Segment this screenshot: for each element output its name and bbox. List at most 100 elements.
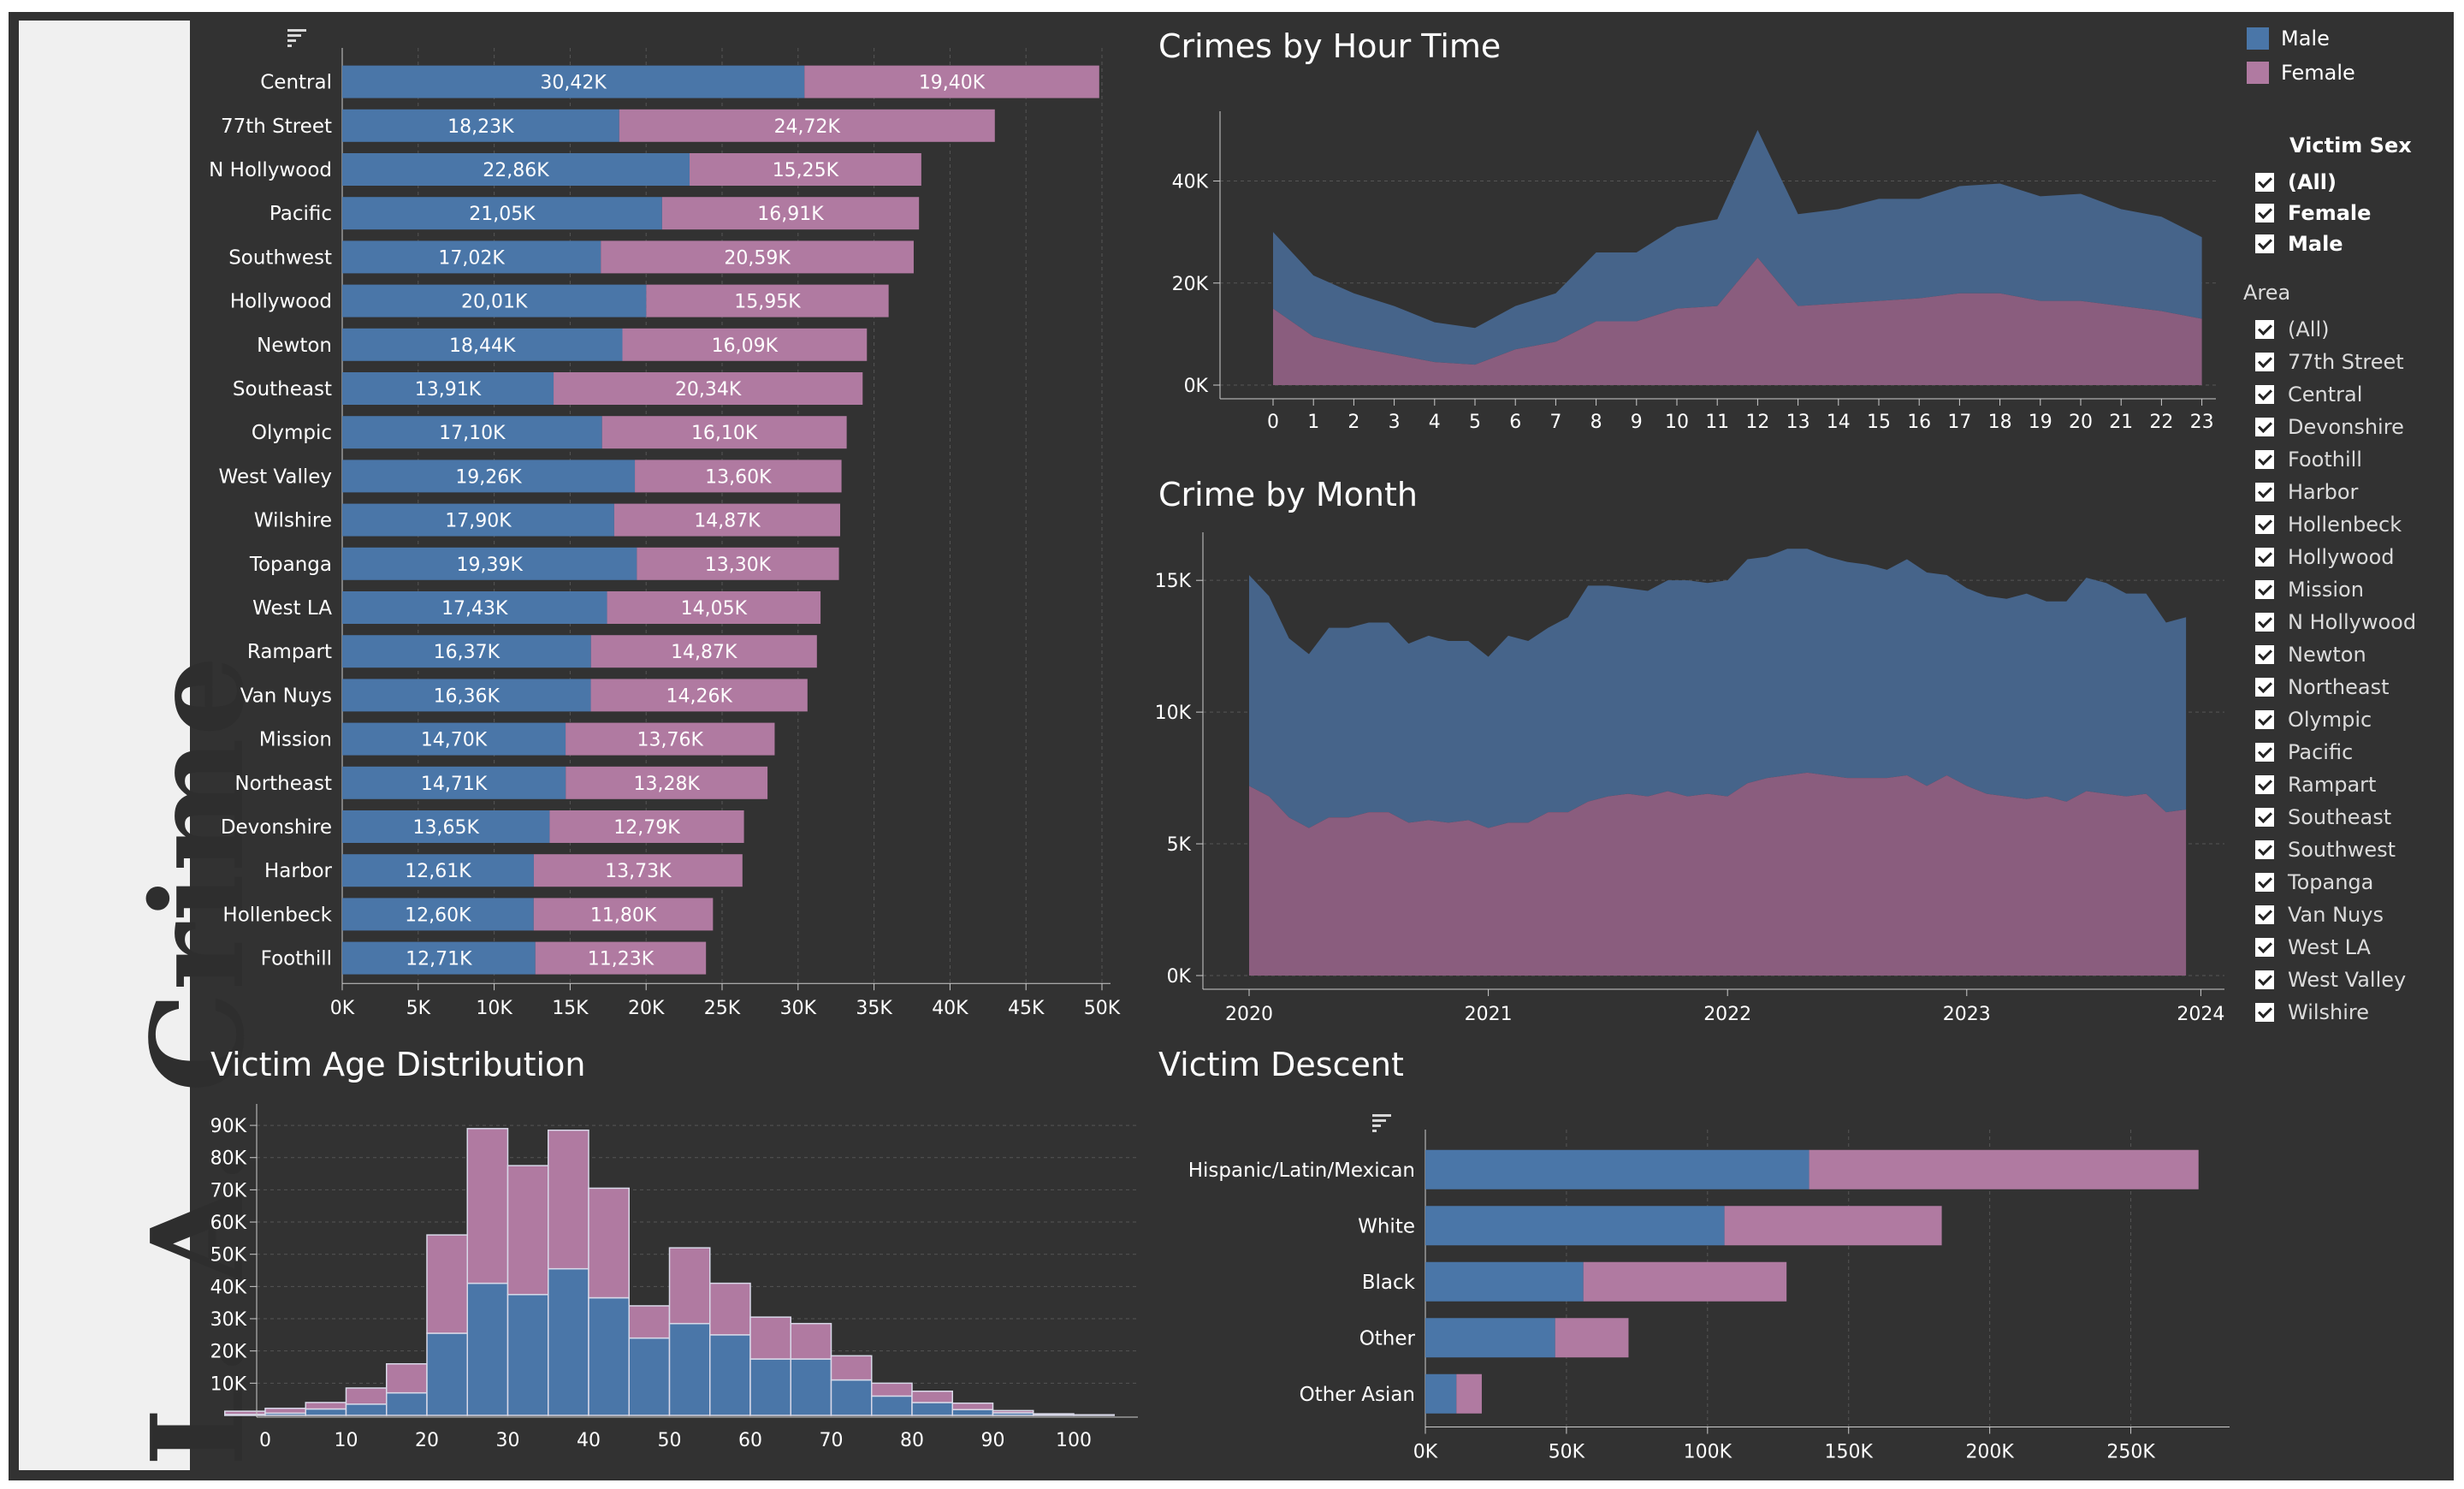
category-label: 77th Street [221,116,332,138]
checkbox-checked[interactable] [2255,353,2274,371]
checkbox-checked[interactable] [2255,873,2274,892]
area-option[interactable]: Newton [2255,640,2366,669]
data-label: 30,42K [540,73,607,94]
checkbox-checked[interactable] [2255,678,2274,697]
checkbox-checked[interactable] [2255,483,2274,501]
area-option-label: West LA [2288,935,2371,959]
checkbox-checked[interactable] [2255,710,2274,729]
checkbox-checked[interactable] [2255,548,2274,567]
area-option[interactable]: Wilshire [2255,998,2369,1027]
area-option-label: Newton [2288,643,2366,667]
y-tick-label: 0K [1184,376,1209,397]
checkbox-checked[interactable] [2255,613,2274,632]
victim-sex-option[interactable]: Female [2255,199,2371,228]
checkbox-checked[interactable] [2255,418,2274,436]
x-tick-label: 21 [2109,412,2133,433]
age-chart-title: Victim Age Distribution [210,1046,586,1083]
area-option-label: Wilshire [2288,1000,2370,1024]
area-option[interactable]: Northeast [2255,673,2390,702]
x-tick-label: 100K [1684,1442,1732,1463]
checkbox-checked[interactable] [2255,775,2274,794]
checkbox-checked[interactable] [2255,450,2274,469]
area-option[interactable]: (All) [2255,315,2329,344]
male-bar [342,328,623,361]
checkbox-checked[interactable] [2255,385,2274,404]
area-option[interactable]: West LA [2255,933,2371,962]
data-label: 13,65K [413,817,480,839]
x-tick-label: 22 [2149,412,2173,433]
checkbox-checked[interactable] [2255,173,2274,192]
area-option[interactable]: Southeast [2255,803,2391,832]
checkbox-checked[interactable] [2255,204,2274,222]
checkbox-checked[interactable] [2255,938,2274,957]
data-label: 15,25K [773,160,839,181]
checkbox-checked[interactable] [2255,905,2274,924]
data-label: 16,09K [712,335,779,357]
area-option[interactable]: Southwest [2255,835,2396,864]
data-label: 24,72K [774,116,841,138]
female-bar [619,109,995,142]
sort-icon[interactable] [1372,1114,1391,1132]
sort-icon[interactable] [287,29,306,47]
checkbox-checked[interactable] [2255,320,2274,339]
female-bar [590,635,817,668]
area-option[interactable]: 77th Street [2255,347,2404,377]
female-bar [506,1165,549,1296]
legend-item-female[interactable]: Female [2247,60,2355,86]
data-label: 19,40K [919,73,986,94]
x-tick-label: 20 [2069,412,2093,433]
female-bar [554,372,863,405]
checkbox-checked[interactable] [2255,515,2274,534]
area-option[interactable]: Central [2255,380,2362,409]
area-option[interactable]: Pacific [2255,738,2353,767]
y-tick-label: 20K [210,1342,247,1363]
female-bar [992,1409,1034,1414]
checkbox-checked[interactable] [2255,840,2274,859]
data-label: 13,76K [637,730,704,751]
area-option-label: Harbor [2288,480,2359,504]
area-option[interactable]: Mission [2255,575,2364,604]
checkbox-checked[interactable] [2255,645,2274,664]
checkbox-checked[interactable] [2255,808,2274,827]
male-bar [305,1408,347,1416]
data-label: 12,61K [405,861,471,882]
data-label: 11,23K [588,949,654,970]
area-option[interactable]: Rampart [2255,770,2376,799]
area-option[interactable]: Olympic [2255,705,2372,734]
category-label: Olympic [252,422,332,444]
x-tick-label: 90 [981,1430,1005,1451]
area-option[interactable]: Hollenbeck [2255,510,2402,539]
checkbox-checked[interactable] [2255,1003,2274,1022]
male-bar [709,1334,751,1416]
checkbox-checked[interactable] [2255,234,2274,253]
area-option[interactable]: Topanga [2255,868,2373,897]
victim-sex-option-label: Female [2288,201,2372,225]
x-tick-label: 2021 [1465,1004,1513,1025]
legend-item-male[interactable]: Male [2247,26,2330,51]
female-bar [1724,1206,1942,1246]
female-bar [668,1247,711,1325]
area-option[interactable]: Hollywood [2255,543,2395,572]
checkbox-checked[interactable] [2255,743,2274,762]
area-option[interactable]: Devonshire [2255,412,2404,442]
month-area-chart: 0K 5K 10K 15K 2020 2021 2022 2023 2024 [1155,532,2224,1025]
checkbox-checked[interactable] [2255,970,2274,989]
area-option[interactable]: N Hollywood [2255,608,2416,637]
area-option-label: 77th Street [2288,350,2404,374]
area-option-label: Pacific [2288,740,2354,764]
area-bar-chart: 0K 5K 10K 15K 20K 25K 30K 35K 40K 45K 50K Central 30… [209,48,1121,1015]
female-bar [911,1391,953,1403]
male-bar [951,1409,994,1416]
category-label: Newton [257,335,332,357]
victim-sex-option[interactable]: (All) [2255,168,2337,197]
area-option[interactable]: West Valley [2255,965,2406,994]
checkbox-checked[interactable] [2255,580,2274,599]
area-option[interactable]: Foothill [2255,445,2362,474]
female-bar [590,679,808,712]
victim-sex-option[interactable]: Male [2255,229,2343,258]
x-tick-label: 19 [2029,412,2052,433]
x-tick-label: 14 [1827,412,1851,433]
category-label: Wilshire [254,510,332,532]
area-option[interactable]: Van Nuys [2255,900,2384,929]
area-option[interactable]: Harbor [2255,478,2358,507]
